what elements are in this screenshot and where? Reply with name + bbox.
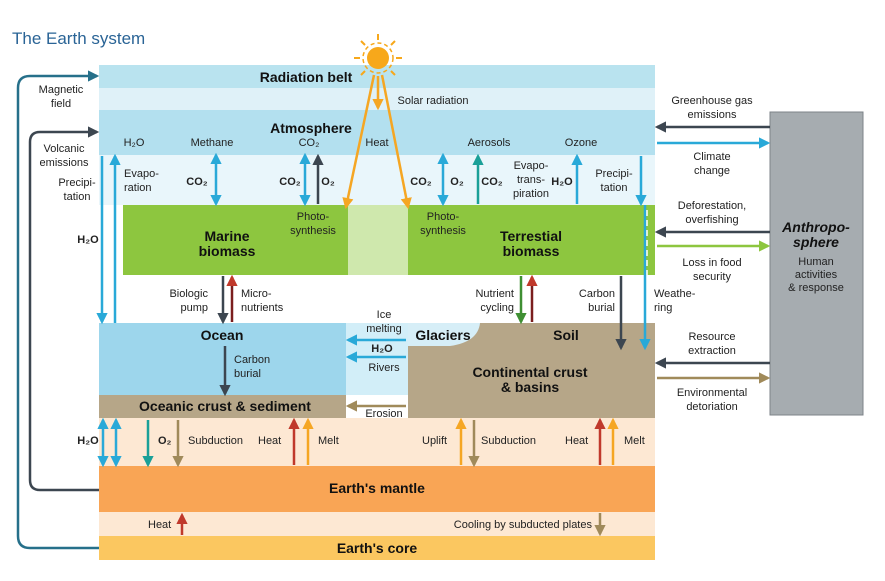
oceanic-crust-box	[99, 395, 346, 418]
magnetic-field-label: Magnetic field	[39, 84, 84, 110]
marine-o2-label: O₂	[321, 176, 335, 188]
deforestation-label: Deforestation, overfishing	[678, 200, 746, 226]
solar-radiation-label: Solar radiation	[398, 95, 469, 107]
food-security-label: Loss in food security	[682, 257, 741, 283]
marine-biomass-box	[123, 205, 348, 275]
continental-heat-label: Heat	[565, 435, 588, 447]
terrestial-biomass-box	[408, 205, 655, 275]
solar-ray-terrestial	[380, 74, 412, 210]
volcanic-emissions-arrow	[28, 126, 100, 492]
mantle-h2o-label: H₂O	[77, 435, 99, 447]
atm-h2o-label: H₂O	[124, 137, 145, 149]
core-box	[99, 536, 655, 560]
mantle-o2-label: O₂	[158, 435, 172, 447]
terrestial-o2-label: O₂	[450, 176, 464, 188]
oceanic-heat-label: Heat	[258, 435, 281, 447]
precipitation-right-label: Precipi-tation	[595, 168, 633, 194]
oceanic-crust-label: Oceanic crust & sediment	[139, 398, 311, 414]
photosynthesis-terrestial-label: Photo-synthesis	[420, 211, 466, 237]
ocean-label: Ocean	[201, 327, 244, 343]
weathering-label: Weathe-ring	[654, 288, 696, 314]
continental-subduction-label: Subduction	[481, 435, 536, 447]
marine-co2-label: CO₂	[186, 176, 208, 188]
ocean-box	[99, 323, 346, 395]
continental-crust-label: Continental crust & basins	[472, 364, 587, 395]
ice-h2o-label: H₂O	[371, 343, 393, 355]
climate-change-label: Climate change	[693, 151, 730, 177]
biologic-pump-label: Biologic pump	[169, 288, 208, 314]
anthroposphere-sub: Human activities & response	[788, 256, 844, 294]
atm-co2-label: CO₂	[299, 137, 320, 149]
carbon-burial-label: Carbon burial	[579, 288, 615, 314]
greenhouse-label: Greenhouse gas emissions	[671, 95, 753, 121]
atm-methane-label: Methane	[191, 137, 234, 149]
volcanic-emissions-label: Volcanic emissions	[40, 143, 89, 169]
nutrient-cycling-label: Nutrient cycling	[475, 288, 514, 314]
terrestial-biomass-label: Terrestial biomass	[500, 228, 562, 259]
evapotranspiration-label: Evapo-trans-piration	[513, 160, 549, 200]
oceanic-subduction-label: Subduction	[188, 435, 243, 447]
radiation-belt-label: Radiation belt	[260, 69, 353, 85]
environmental-label: Environmental detoriation	[677, 387, 747, 413]
evapotranspiration-h2o-label: H₂O	[551, 176, 573, 188]
atmosphere-lower-band	[99, 155, 655, 205]
mantle-upper-band	[99, 418, 655, 466]
core-heat-label: Heat	[148, 519, 171, 531]
diagram-title: The Earth system	[12, 29, 145, 48]
erosion-label: Erosion	[365, 408, 402, 420]
biomass-gap	[348, 205, 408, 275]
ice-melting-label: Ice melting	[366, 309, 401, 335]
terrestial-co2-b-label: CO₂	[481, 176, 503, 188]
oceanic-melt-label: Melt	[318, 435, 339, 447]
ocean-carbon-burial-label: Carbon burial	[234, 354, 270, 380]
cooling-label: Cooling by subducted plates	[454, 519, 593, 531]
atm-aerosols-label: Aerosols	[468, 137, 511, 149]
rivers-label: Rivers	[368, 362, 400, 374]
mantle-box	[99, 466, 655, 512]
atmosphere-label: Atmosphere	[270, 120, 352, 136]
atm-heat-label: Heat	[365, 137, 388, 149]
mantle-lower-band	[99, 512, 655, 536]
atmosphere-box	[99, 110, 655, 155]
mantle-label: Earth's mantle	[329, 480, 425, 496]
precipitation-left-label: Precipi-tation	[58, 177, 96, 203]
terrestial-co2-label: CO₂	[410, 176, 432, 188]
anthroposphere-label: Anthropo-sphere	[781, 219, 850, 250]
continental-melt-label: Melt	[624, 435, 645, 447]
marine-co2-b-label: CO₂	[279, 176, 301, 188]
marine-biomass-label: Marine biomass	[199, 228, 256, 259]
soil-label: Soil	[553, 327, 579, 343]
uplift-label: Uplift	[422, 435, 447, 447]
glaciers-box	[408, 323, 480, 346]
core-label: Earth's core	[337, 540, 418, 556]
evaporation-label: Evapo-ration	[124, 168, 159, 194]
magnetic-field-arrow	[16, 70, 100, 550]
glaciers-label: Glaciers	[415, 327, 470, 343]
h2o-left-label: H₂O	[77, 234, 99, 246]
atm-ozone-label: Ozone	[565, 137, 597, 149]
resource-extraction-label: Resource extraction	[688, 331, 736, 357]
sun-icon	[354, 34, 402, 82]
solar-ray-marine	[342, 74, 376, 210]
anthroposphere-box	[769, 111, 864, 416]
photosynthesis-marine-label: Photo-synthesis	[290, 211, 336, 237]
micronutrients-label: Micro-nutrients	[241, 288, 284, 314]
